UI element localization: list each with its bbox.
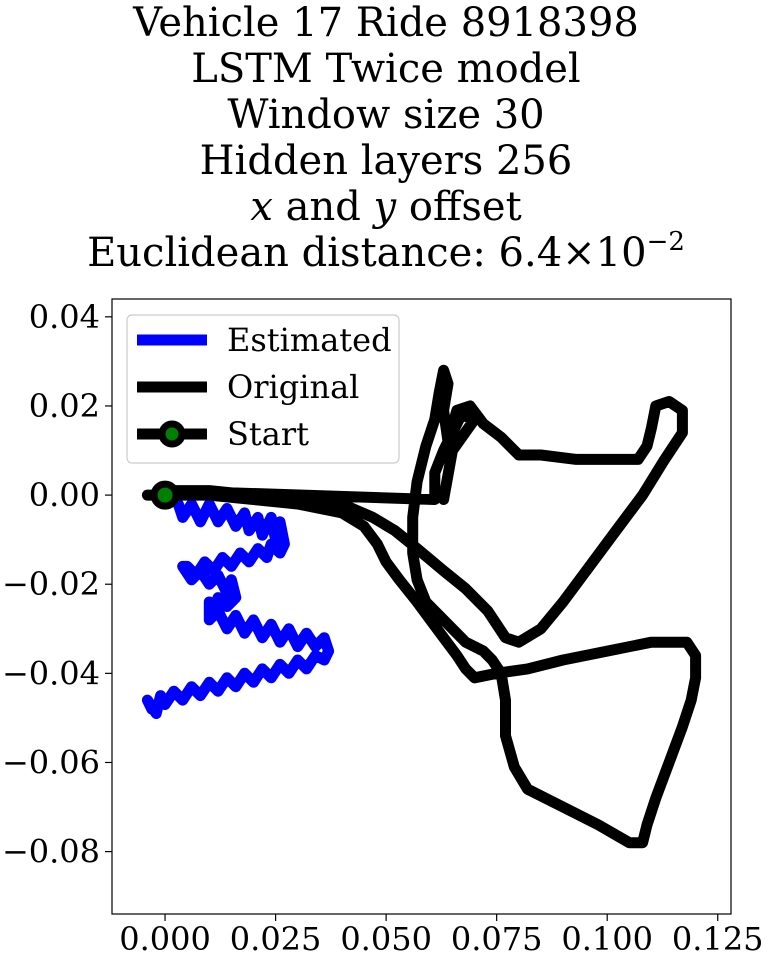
title-line-3: Window size 30 — [227, 92, 545, 138]
y-tick-label: −0.04 — [2, 654, 100, 692]
y-axis: 0.04 0.02 0.00 −0.02 −0.04 −0.06 −0.08 — [2, 298, 112, 871]
y-tick-label: 0.04 — [29, 298, 100, 336]
title-distance-times: × — [562, 230, 596, 276]
title-distance-base: 10 — [595, 230, 647, 276]
axes-frame — [111, 298, 732, 915]
series-original-line — [141, 364, 702, 849]
title-and: and — [285, 184, 361, 230]
x-tick-label: 0.100 — [561, 920, 653, 958]
legend-label-estimated: Estimated — [227, 321, 392, 359]
y-tick-label: −0.06 — [2, 743, 100, 781]
x-tick-label: 0.025 — [230, 920, 322, 958]
y-tick-label: 0.00 — [29, 476, 100, 514]
x-axis: 0.000 0.025 0.050 0.075 0.100 0.125 — [119, 914, 764, 958]
plot-lines — [141, 364, 702, 849]
title-var-y: y — [373, 184, 397, 230]
chart-title: Vehicle 17 Ride 8918398 LSTM Twice model… — [0, 0, 772, 276]
title-distance-exponent: −2 — [646, 227, 685, 257]
legend: Estimated Original Start — [126, 314, 400, 464]
start-point-marker — [150, 480, 180, 510]
x-tick-label: 0.125 — [672, 920, 764, 958]
legend-start-marker — [158, 420, 186, 448]
y-tick-label: 0.02 — [29, 387, 100, 425]
title-line-2: LSTM Twice model — [191, 46, 581, 92]
y-tick-label: −0.02 — [2, 565, 100, 603]
x-tick-label: 0.000 — [119, 920, 211, 958]
title-offset: offset — [408, 184, 522, 230]
title-line-4: Hidden layers 256 — [199, 138, 573, 184]
title-line-6: Euclidean distance: 6.4×10−2 — [0, 227, 772, 276]
x-tick-label: 0.050 — [340, 920, 432, 958]
title-line-1: Vehicle 17 Ride 8918398 — [133, 0, 639, 46]
title-line-5: x and y offset — [0, 184, 772, 230]
legend-label-original: Original — [227, 368, 359, 406]
x-tick-label: 0.075 — [451, 920, 543, 958]
title-distance-mantissa: 6.4 — [498, 230, 563, 276]
title-distance-prefix: Euclidean distance: — [87, 230, 499, 276]
series-estimated-line — [141, 489, 335, 719]
y-tick-label: −0.08 — [2, 833, 100, 871]
legend-label-start: Start — [227, 415, 309, 453]
title-var-x: x — [250, 184, 273, 230]
legend-box — [126, 314, 400, 464]
